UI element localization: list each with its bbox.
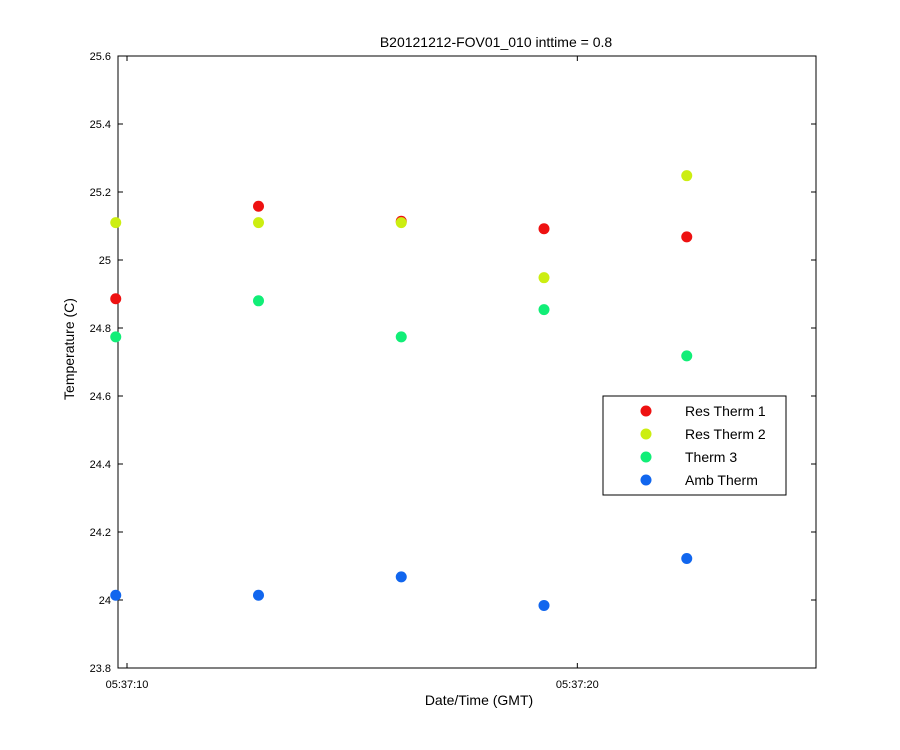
legend-marker-amb-therm: [640, 474, 652, 486]
legend-label-res-therm-1: Res Therm 1: [685, 403, 766, 419]
point-res-therm-1: [110, 293, 122, 305]
point-res-therm-2: [681, 170, 693, 182]
point-therm-3: [110, 331, 122, 343]
y-tick-label: 24.4: [90, 459, 111, 471]
point-therm-3: [395, 331, 407, 343]
legend-box: [602, 395, 787, 496]
data-points: [110, 170, 693, 611]
point-amb-therm: [395, 571, 407, 583]
legend-marker-res-therm-1: [640, 405, 652, 417]
point-amb-therm: [253, 589, 265, 601]
x-axis-ticks: 05:37:10 05:37:20: [106, 56, 599, 691]
x-axis-title: Date/Time (GMT): [425, 692, 533, 708]
chart-title: B20121212-FOV01_010 inttime = 0.8: [380, 34, 613, 50]
plot-layer: 23.8 24 24.2 24.4 24.6 24.8 25 25.2 25.4 25.6 05:…: [90, 51, 817, 691]
point-amb-therm: [538, 599, 550, 611]
x-tick-label: 05:37:20: [556, 679, 599, 691]
y-tick-label: 25: [99, 255, 111, 267]
y-axis-title: Temperature (C): [61, 298, 77, 400]
point-therm-3: [681, 350, 693, 362]
y-tick-label: 23.8: [90, 663, 111, 675]
legend-marker-res-therm-2: [640, 428, 652, 440]
y-tick-label: 25.2: [90, 187, 111, 199]
point-res-therm-2: [253, 217, 265, 229]
plot-area: [117, 55, 817, 669]
y-tick-label: 24.2: [90, 527, 111, 539]
point-amb-therm: [110, 589, 122, 601]
legend-label-therm-3: Therm 3: [685, 449, 737, 465]
point-res-therm-1: [538, 223, 550, 235]
point-res-therm-2: [395, 217, 407, 229]
point-therm-3: [253, 295, 265, 307]
x-tick-label: 05:37:10: [106, 679, 149, 691]
legend-label-amb-therm: Amb Therm: [685, 472, 758, 488]
legend-label-res-therm-2: Res Therm 2: [685, 426, 766, 442]
y-axis-ticks: 23.8 24 24.2 24.4 24.6 24.8 25 25.2 25.4 25.6: [90, 51, 816, 675]
point-res-therm-2: [538, 272, 550, 284]
y-tick-label: 24.6: [90, 391, 111, 403]
point-res-therm-1: [681, 231, 693, 243]
legend-marker-therm-3: [640, 451, 652, 463]
y-tick-label: 25.6: [90, 51, 111, 63]
y-tick-label: 25.4: [90, 119, 111, 131]
legend: Res Therm 1 Res Therm 2 Therm 3 Amb Therm: [602, 395, 787, 496]
point-amb-therm: [681, 553, 693, 565]
point-therm-3: [538, 304, 550, 316]
point-res-therm-2: [110, 217, 122, 229]
point-res-therm-1: [253, 200, 265, 212]
y-tick-label: 24: [99, 595, 111, 607]
y-tick-label: 24.8: [90, 323, 111, 335]
